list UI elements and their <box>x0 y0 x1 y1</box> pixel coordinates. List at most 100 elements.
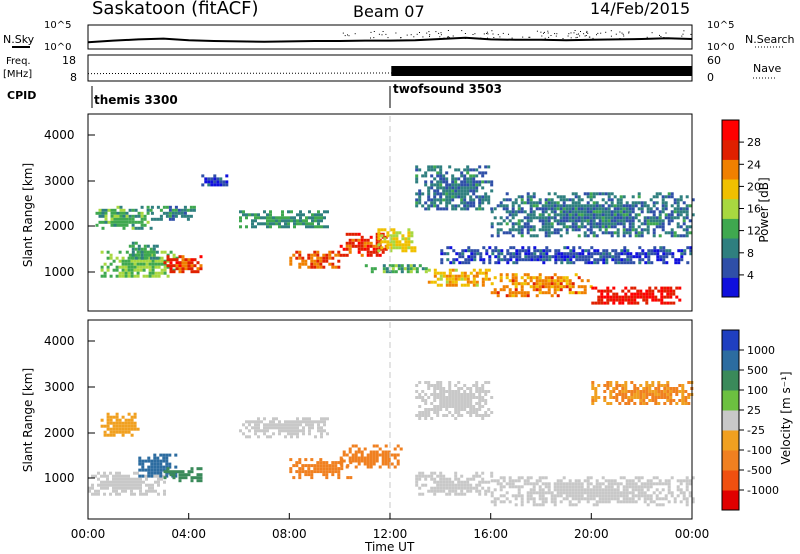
heatmap-cell <box>124 268 128 272</box>
heatmap-cell <box>472 280 476 284</box>
heatmap-cell <box>448 405 452 408</box>
heatmap-cell <box>562 198 566 202</box>
nave-label: Nave <box>753 62 781 75</box>
heatmap-cell <box>427 414 431 417</box>
heatmap-cell <box>433 399 437 402</box>
colorbar-swatch <box>722 450 739 471</box>
noise-search-point <box>554 33 556 35</box>
heatmap-cell <box>622 231 626 235</box>
heatmap-cell <box>148 486 151 490</box>
heatmap-cell <box>591 384 595 387</box>
heatmap-cell <box>586 228 590 232</box>
heatmap-cell <box>574 494 578 498</box>
heatmap-cell <box>646 228 650 232</box>
heatmap-cell <box>572 249 576 253</box>
heatmap-cell <box>484 399 488 402</box>
heatmap-cell <box>407 228 411 232</box>
heatmap-cell <box>460 399 464 402</box>
heatmap-cell <box>613 494 617 498</box>
heatmap-cell <box>122 211 126 215</box>
heatmap-cell <box>589 476 593 480</box>
heatmap-cell <box>651 289 655 293</box>
heatmap-cell <box>613 479 617 483</box>
heatmap-cell <box>494 249 498 253</box>
heatmap-cell <box>320 219 323 223</box>
heatmap-cell <box>130 418 134 422</box>
heatmap-cell <box>146 253 150 257</box>
heatmap-cell <box>481 180 485 184</box>
heatmap-cell <box>436 171 440 175</box>
heatmap-cell <box>430 198 434 202</box>
heatmap-cell <box>293 426 296 430</box>
heatmap-cell <box>475 271 479 275</box>
heatmap-cell <box>478 414 482 417</box>
heatmap-cell <box>515 249 519 253</box>
heatmap-cell <box>526 482 530 486</box>
heatmap-cell <box>620 249 624 253</box>
heatmap-cell <box>472 408 476 411</box>
heatmap-cell <box>184 473 188 477</box>
heatmap-cell <box>532 276 536 280</box>
heatmap-cell <box>580 482 584 486</box>
heatmap-cell <box>461 261 465 265</box>
heatmap-cell <box>550 285 554 289</box>
heatmap-cell <box>637 201 641 205</box>
heatmap-cell <box>469 393 473 396</box>
heatmap-cell <box>681 384 685 387</box>
heatmap-cell <box>463 402 467 405</box>
heatmap-cell <box>682 216 686 220</box>
heatmap-cell <box>475 387 479 390</box>
heatmap-cell <box>682 234 686 238</box>
heatmap-cell <box>415 192 419 196</box>
heatmap-cell <box>502 231 506 235</box>
heatmap-cell <box>574 216 578 220</box>
heatmap-cell <box>615 381 619 384</box>
heatmap-cell <box>547 234 551 238</box>
heatmap-cell <box>454 483 458 487</box>
heatmap-cell <box>544 204 548 208</box>
heatmap-cell <box>433 168 437 172</box>
heatmap-cell <box>679 488 683 492</box>
heatmap-cell <box>508 294 512 298</box>
heatmap-cell <box>351 244 355 248</box>
heatmap-cell <box>266 219 269 223</box>
heatmap-cell <box>535 201 539 205</box>
heatmap-cell <box>119 205 123 209</box>
heatmap-cell <box>559 479 563 483</box>
heatmap-cell <box>290 219 293 223</box>
heatmap-cell <box>364 264 368 268</box>
heatmap-cell <box>269 225 272 229</box>
heatmap-cell <box>439 387 443 390</box>
heatmap-cell <box>445 180 449 184</box>
heatmap-cell <box>472 201 476 205</box>
heatmap-cell <box>436 480 440 484</box>
heatmap-cell <box>472 474 476 478</box>
heatmap-cell <box>659 258 663 262</box>
heatmap-cell <box>122 223 126 227</box>
heatmap-cell <box>463 483 467 487</box>
heatmap-cell <box>308 423 311 427</box>
heatmap-cell <box>622 210 626 214</box>
heatmap-cell <box>493 276 497 280</box>
heatmap-cell <box>640 201 644 205</box>
heatmap-cell <box>520 497 524 501</box>
heatmap-cell <box>207 180 211 184</box>
heatmap-cell <box>538 479 542 483</box>
heatmap-cell <box>541 282 545 286</box>
heatmap-cell <box>541 482 545 486</box>
heatmap-cell <box>607 207 611 211</box>
heatmap-cell <box>517 282 521 286</box>
heatmap-cell <box>107 208 111 212</box>
heatmap-cell <box>149 256 153 260</box>
heatmap-cell <box>322 256 326 260</box>
heatmap-cell <box>660 390 664 393</box>
heatmap-cell <box>655 222 659 226</box>
heatmap-cell <box>424 411 428 414</box>
heatmap-cell <box>133 274 137 278</box>
heatmap-cell <box>511 276 515 280</box>
heatmap-cell <box>633 396 637 399</box>
heatmap-cell <box>640 488 644 492</box>
heatmap-cell <box>577 485 581 489</box>
heatmap-cell <box>445 390 449 393</box>
heatmap-cell <box>131 214 135 218</box>
